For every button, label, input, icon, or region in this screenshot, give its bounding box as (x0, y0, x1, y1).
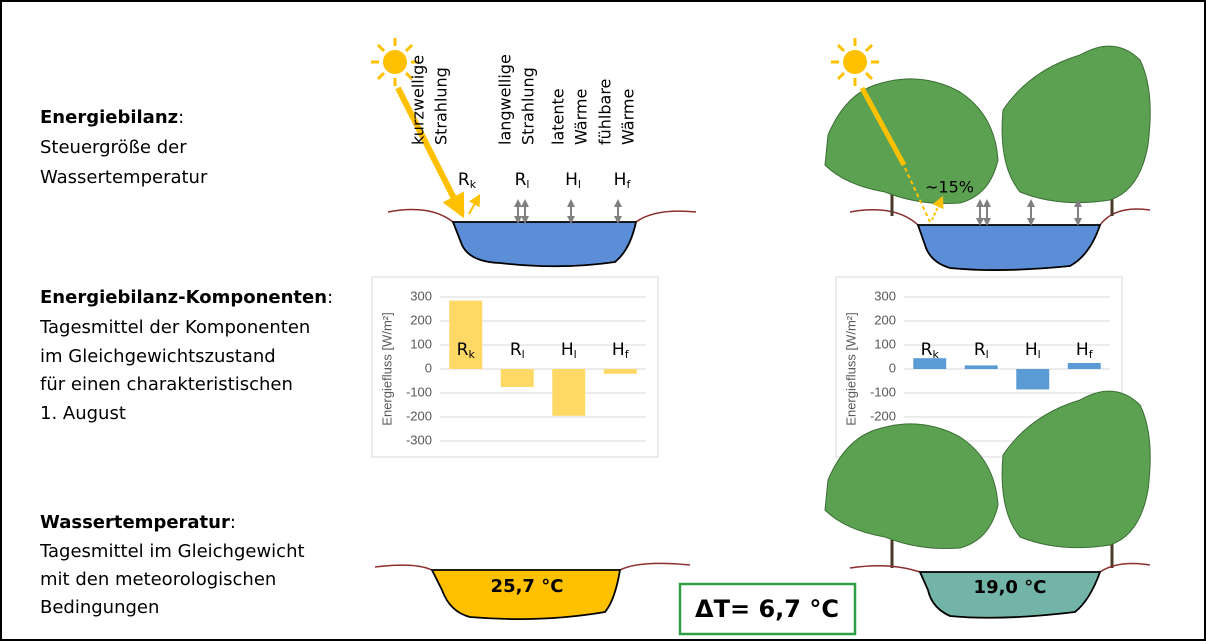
y-tick-label: 100 (874, 336, 896, 351)
label-part: R (457, 340, 469, 360)
flux-label: Strahlung (432, 67, 451, 145)
flux-symbol: Rk (458, 170, 477, 191)
y-tick-label: 200 (874, 312, 896, 327)
flux-symbol: Hf (614, 170, 632, 191)
label-part: l (526, 178, 529, 191)
y-tick-label: 300 (410, 288, 432, 303)
y-axis-title: Energiefluss [W/m²] (843, 312, 858, 425)
water-sunny: 25,7 °C (375, 563, 690, 619)
temperature: 19,0 °C (974, 577, 1047, 598)
section-line: Steuergröße der (40, 137, 187, 158)
y-tick-label: 0 (889, 360, 896, 375)
section-line: Tagesmittel im Gleichgewicht (39, 541, 305, 562)
y-tick-label: 300 (874, 288, 896, 303)
label-part: H (612, 340, 625, 360)
label-part: l (574, 348, 577, 361)
section-line: für einen charakteristischen (40, 374, 293, 395)
flux-label: langwellige (496, 54, 515, 145)
label-part: k (470, 178, 477, 191)
section-heading: Wassertemperatur: (40, 512, 236, 533)
flux-label: Strahlung (519, 67, 538, 145)
y-axis-title: Energiefluss [W/m²] (379, 312, 394, 425)
y-tick-label: 100 (410, 336, 432, 351)
y-tick-label: -100 (870, 384, 896, 399)
colon: : (230, 512, 236, 533)
bar (965, 365, 998, 369)
y-tick-label: -100 (406, 384, 432, 399)
colon: : (178, 107, 184, 128)
label-part: f (626, 178, 631, 191)
label-part: k (932, 348, 939, 361)
section-line: Bedingungen (40, 597, 159, 618)
temperature-difference: ΔT= 6,7 °C (695, 595, 839, 623)
label-part: H (1076, 340, 1089, 360)
bar (552, 369, 585, 416)
label-part: H (1025, 340, 1038, 360)
label-part: l (578, 178, 581, 191)
label-part: R (974, 340, 986, 360)
flux-label: Wärme (619, 89, 638, 145)
chart-box (372, 277, 658, 457)
label-part: R (515, 170, 527, 190)
flux-label: Wärme (572, 89, 591, 145)
bar (1016, 369, 1049, 389)
flux-label: latente (549, 88, 568, 145)
flux-label: fühlbare (596, 79, 615, 145)
river-shaded: ~15% (825, 38, 1150, 270)
heading: Wassertemperatur (40, 512, 230, 533)
diagram: Energiebilanz: Steuergröße der Wassertem… (0, 0, 1206, 641)
colon: : (327, 287, 333, 308)
label-part: R (921, 340, 933, 360)
heading: Energiebilanz-Komponenten (40, 287, 327, 308)
temperature: 25,7 °C (491, 576, 564, 597)
flux-label: kurzwellige (409, 55, 428, 145)
bar (604, 369, 637, 374)
label-part: l (522, 348, 525, 361)
shade-fraction: ~15% (925, 178, 974, 197)
label-part: H (565, 170, 578, 190)
y-tick-label: 0 (425, 360, 432, 375)
heading: Energiebilanz (40, 107, 178, 128)
label-part: l (1038, 348, 1041, 361)
flux-symbol: Rl (515, 170, 530, 191)
y-tick-label: -200 (406, 408, 432, 423)
section-line: mit den meteorologischen (40, 569, 276, 590)
y-tick-label: -200 (870, 408, 896, 423)
section-line: Wassertemperatur (40, 167, 208, 188)
section-line: im Gleichgewichtszustand (40, 346, 276, 367)
bar (1068, 363, 1101, 369)
section-heading: Energiebilanz-Komponenten: (40, 287, 333, 308)
section-line: Tagesmittel der Komponenten (39, 317, 310, 338)
label-part: R (458, 170, 470, 190)
y-tick-label: 200 (410, 312, 432, 327)
section-line: 1. August (40, 403, 126, 424)
section-heading: Energiebilanz: (40, 107, 184, 128)
y-tick-label: -300 (406, 432, 432, 447)
flux-symbol: Hl (565, 170, 581, 191)
label-part: H (614, 170, 627, 190)
label-part: H (561, 340, 574, 360)
bar (501, 369, 534, 387)
label-part: l (986, 348, 989, 361)
label-part: k (468, 348, 475, 361)
label-part: R (510, 340, 522, 360)
